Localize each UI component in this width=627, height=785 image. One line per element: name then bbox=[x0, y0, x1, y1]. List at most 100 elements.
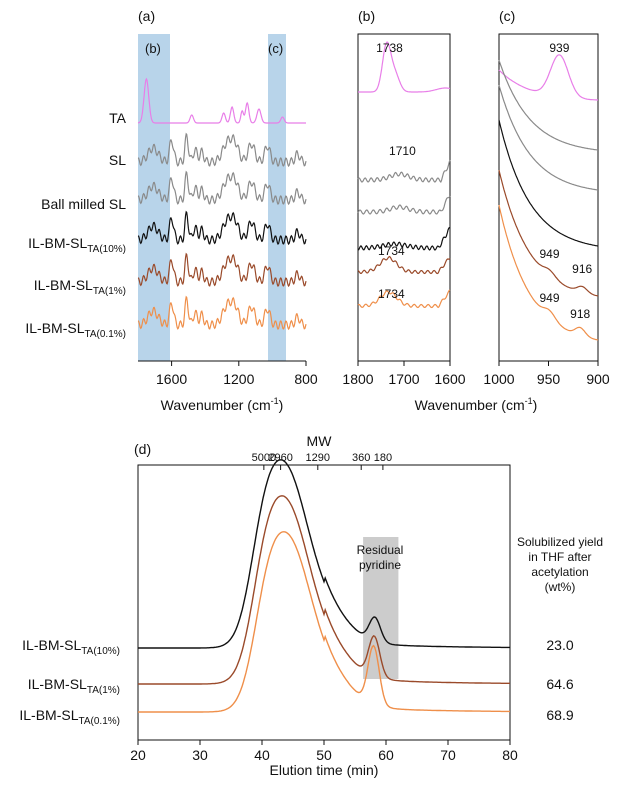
spectrum-c-IL01 bbox=[498, 204, 599, 341]
c-annotation: 916 bbox=[572, 262, 592, 276]
b-tick-label: 1800 bbox=[342, 371, 373, 387]
panel-d-xlabel: Elution time (min) bbox=[270, 762, 379, 778]
series-label-a-IL01: IL-BM-SLTA(0.1%) bbox=[25, 320, 126, 340]
yield-value-IL10: 23.0 bbox=[546, 637, 573, 653]
panel-c-annotations: 939 949 916 949 918 bbox=[539, 41, 592, 321]
d-tick-label: 50 bbox=[316, 747, 332, 763]
series-label-a-IL1: IL-BM-SLTA(1%) bbox=[34, 277, 126, 297]
panel-d-ticks: 20 30 40 50 60 70 80 bbox=[130, 740, 518, 763]
series-label-a-TA: TA bbox=[109, 110, 127, 126]
d-tick-label: 80 bbox=[502, 747, 518, 763]
spectrum-b-SL bbox=[357, 159, 451, 184]
highlight-label-b: (b) bbox=[145, 41, 161, 56]
residual-label-line1: Residual bbox=[357, 543, 404, 557]
elution-curve-IL01 bbox=[138, 531, 510, 713]
spectrum-c-IL10 bbox=[498, 119, 599, 247]
panel-b-frame bbox=[357, 33, 451, 362]
panel-b-annotations: 1738 1710 1734 1734 bbox=[376, 41, 416, 301]
spectrum-b-TA bbox=[358, 41, 451, 93]
panel-a-series-labels: TA SL Ball milled SL IL-BM-SLTA(10%) IL-BM-S… bbox=[25, 110, 126, 340]
highlight-band-b bbox=[138, 34, 170, 361]
spectrum-b-IL1 bbox=[357, 255, 451, 275]
panel-c: (c) 1000 950 900 939 949 916 949 918 bbox=[483, 8, 609, 387]
c-annotation: 949 bbox=[539, 247, 559, 261]
yield-header-line1: Solubilized yield bbox=[517, 535, 603, 549]
c-tick-label: 1000 bbox=[483, 371, 514, 387]
b-tick-label: 1700 bbox=[388, 371, 419, 387]
spectrum-a-IL1 bbox=[137, 252, 307, 288]
spectrum-c-SL bbox=[498, 59, 599, 151]
series-label-d-IL1: IL-BM-SLTA(1%) bbox=[28, 676, 120, 696]
panel-a-xlabel: Wavenumber (cm-1) bbox=[161, 396, 284, 413]
spectrum-c-BM bbox=[498, 84, 599, 191]
spectrum-a-TA bbox=[137, 77, 306, 124]
c-annotation: 939 bbox=[549, 41, 569, 55]
mw-tick-label: 180 bbox=[374, 452, 392, 464]
panel-a-curves bbox=[137, 77, 307, 331]
series-label-d-IL01: IL-BM-SLTA(0.1%) bbox=[19, 707, 120, 727]
panel-b-curves bbox=[357, 41, 451, 309]
d-tick-label: 20 bbox=[130, 747, 146, 763]
a-tick-label: 1600 bbox=[156, 371, 187, 387]
yield-header-line2: in THF after bbox=[528, 550, 591, 564]
series-label-d-IL10: IL-BM-SLTA(10%) bbox=[22, 637, 120, 657]
panel-a-ticks: 1600 1200 800 bbox=[156, 361, 318, 387]
c-annotation: 949 bbox=[539, 291, 559, 305]
elution-curve-IL10 bbox=[138, 459, 510, 649]
spectrum-a-IL01 bbox=[137, 295, 307, 331]
mw-axis-label: MW bbox=[307, 433, 333, 449]
c-annotation: 918 bbox=[570, 307, 590, 321]
spectrum-a-IL10 bbox=[137, 210, 307, 246]
c-tick-label: 900 bbox=[586, 371, 610, 387]
series-label-a-IL10: IL-BM-SLTA(10%) bbox=[28, 235, 126, 255]
yield-header-line3: acetylation bbox=[531, 565, 588, 579]
b-annotation: 1734 bbox=[378, 287, 405, 301]
panel-c-curves bbox=[498, 54, 599, 341]
panel-b-ticks: 1800 1700 1600 bbox=[342, 361, 466, 387]
panel-c-ticks: 1000 950 900 bbox=[483, 361, 610, 387]
spectrum-a-SL bbox=[137, 132, 307, 168]
series-label-a-BM: Ball milled SL bbox=[41, 196, 126, 212]
d-tick-label: 40 bbox=[254, 747, 270, 763]
spectrum-c-TA bbox=[498, 54, 598, 101]
residual-label-line2: pyridine bbox=[359, 558, 401, 572]
spectrum-b-BM bbox=[357, 195, 451, 215]
yield-value-IL01: 68.9 bbox=[546, 707, 573, 723]
series-label-a-SL: SL bbox=[109, 152, 126, 168]
panel-c-label: (c) bbox=[499, 8, 515, 24]
panel-b: (b) 1800 1700 1600 1738 1710 1734 1734 bbox=[342, 8, 465, 387]
b-annotation: 1734 bbox=[378, 244, 405, 258]
panel-b-label: (b) bbox=[358, 8, 375, 24]
mw-tick-label: 5000 bbox=[252, 452, 276, 464]
d-tick-label: 70 bbox=[440, 747, 456, 763]
d-tick-label: 30 bbox=[192, 747, 208, 763]
spectrum-b-IL01 bbox=[357, 289, 451, 309]
highlight-label-c: (c) bbox=[268, 41, 283, 56]
a-tick-label: 800 bbox=[294, 371, 318, 387]
b-tick-label: 1600 bbox=[434, 371, 465, 387]
panel-bc-xlabel: Wavenumber (cm-1) bbox=[415, 396, 538, 413]
spectrum-c-IL1 bbox=[498, 169, 599, 297]
panel-d-label: (d) bbox=[134, 441, 151, 457]
mw-tick-label: 360 bbox=[352, 452, 370, 464]
panel-a-label: (a) bbox=[138, 8, 155, 24]
yield-header-line4: (wt%) bbox=[545, 580, 576, 594]
panel-d-series-labels: IL-BM-SLTA(10%) 23.0 IL-BM-SLTA(1%) 64.6 IL-… bbox=[19, 637, 573, 727]
panel-d-curves bbox=[138, 459, 510, 713]
mw-tick-label: 2960 bbox=[268, 452, 292, 464]
yield-value-IL1: 64.6 bbox=[546, 676, 573, 692]
spectrum-a-BM bbox=[137, 170, 307, 206]
panel-d-frame bbox=[137, 464, 511, 741]
spectrum-b-IL10 bbox=[357, 226, 451, 251]
b-annotation: 1738 bbox=[376, 41, 403, 55]
panel-a: (a) (b) (c) 1600 1200 800 Wavenumber (cm-1… bbox=[25, 8, 318, 413]
mw-tick-label: 1290 bbox=[306, 452, 330, 464]
a-tick-label: 1200 bbox=[223, 371, 254, 387]
c-tick-label: 950 bbox=[537, 371, 561, 387]
b-annotation: 1710 bbox=[389, 144, 416, 158]
d-tick-label: 60 bbox=[378, 747, 394, 763]
elution-curve-IL1 bbox=[138, 495, 510, 685]
